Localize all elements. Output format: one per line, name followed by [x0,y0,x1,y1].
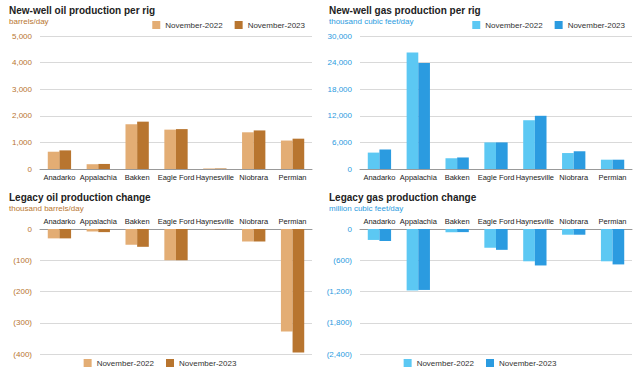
svg-text:Permian: Permian [599,173,627,182]
svg-text:2,000: 2,000 [12,111,33,120]
svg-text:18,000: 18,000 [328,85,353,94]
svg-text:Niobrara: Niobrara [239,173,269,182]
svg-text:Bakken: Bakken [445,217,470,226]
svg-text:(1,800): (1,800) [327,318,353,327]
svg-text:12,000: 12,000 [328,111,353,120]
svg-text:0: 0 [348,225,353,234]
svg-text:November-2022: November-2022 [97,359,155,368]
svg-text:November-2022: November-2022 [417,359,475,368]
svg-text:Bakken: Bakken [125,173,150,182]
svg-text:Anadarko: Anadarko [363,217,395,226]
svg-text:(400): (400) [13,350,32,359]
svg-text:Haynesville: Haynesville [196,217,234,226]
svg-text:thousand cubic feet/day: thousand cubic feet/day [329,17,414,26]
svg-text:Bakken: Bakken [125,217,150,226]
svg-text:Eagle Ford: Eagle Ford [158,217,195,226]
svg-text:Anadarko: Anadarko [43,217,75,226]
svg-text:Anadarko: Anadarko [43,173,75,182]
svg-text:Appalachia: Appalachia [400,173,438,182]
svg-text:Appalachia: Appalachia [80,173,118,182]
svg-text:0: 0 [28,165,33,174]
svg-text:Niobrara: Niobrara [559,173,589,182]
svg-text:Legacy gas production change: Legacy gas production change [329,192,477,203]
svg-text:Niobrara: Niobrara [559,217,589,226]
svg-text:Anadarko: Anadarko [363,173,395,182]
svg-text:3,000: 3,000 [12,85,33,94]
svg-text:24,000: 24,000 [328,58,353,67]
svg-text:1,000: 1,000 [12,138,33,147]
svg-text:6,000: 6,000 [332,138,353,147]
svg-text:5,000: 5,000 [12,32,33,41]
svg-text:November-2023: November-2023 [248,21,306,30]
svg-text:(300): (300) [13,318,32,327]
svg-text:30,000: 30,000 [328,32,353,41]
svg-text:November-2023: November-2023 [179,359,237,368]
svg-text:barrels/day: barrels/day [9,17,49,26]
svg-text:Haynesville: Haynesville [516,217,554,226]
svg-text:New-well gas production per ri: New-well gas production per rig [329,5,481,16]
svg-text:Appalachia: Appalachia [400,217,438,226]
svg-text:(1,200): (1,200) [327,287,353,296]
svg-text:(2,400): (2,400) [327,350,353,359]
svg-text:November-2022: November-2022 [485,21,543,30]
svg-text:Appalachia: Appalachia [80,217,118,226]
svg-text:Haynesville: Haynesville [196,173,234,182]
svg-text:(600): (600) [333,256,352,265]
svg-text:November-2023: November-2023 [568,21,626,30]
svg-text:Eagle Ford: Eagle Ford [158,173,195,182]
svg-text:Permian: Permian [599,217,627,226]
svg-text:0: 0 [348,165,353,174]
svg-text:4,000: 4,000 [12,58,33,67]
svg-text:0: 0 [28,225,33,234]
svg-text:November-2022: November-2022 [165,21,223,30]
svg-text:Haynesville: Haynesville [516,173,554,182]
svg-text:(100): (100) [13,256,32,265]
svg-text:Permian: Permian [279,173,307,182]
svg-text:Permian: Permian [279,217,307,226]
svg-text:(200): (200) [13,287,32,296]
svg-text:thousand barrels/day: thousand barrels/day [9,204,84,213]
svg-text:Niobrara: Niobrara [239,217,269,226]
svg-text:Eagle Ford: Eagle Ford [478,173,515,182]
svg-text:Eagle Ford: Eagle Ford [478,217,515,226]
svg-text:million cubic feet/day: million cubic feet/day [329,204,403,213]
svg-text:Legacy oil production change: Legacy oil production change [9,192,151,203]
svg-text:New-well oil production per ri: New-well oil production per rig [9,5,155,16]
svg-text:Bakken: Bakken [445,173,470,182]
svg-text:November-2023: November-2023 [499,359,557,368]
